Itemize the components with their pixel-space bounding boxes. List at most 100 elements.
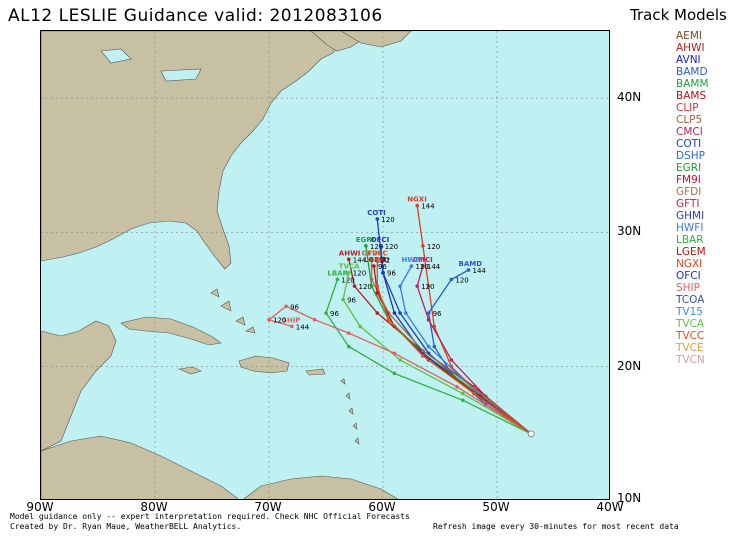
north-america xyxy=(41,31,342,270)
track-model-label: TVCA xyxy=(339,263,360,271)
track-line xyxy=(325,279,532,435)
maritime-island xyxy=(340,31,412,48)
track-hour-label: 96 xyxy=(387,270,396,278)
footer-refresh: Refresh image every 30-minutes for most … xyxy=(433,522,679,531)
track-hour-label: 120 xyxy=(341,276,354,284)
track-hour-label: 120 xyxy=(370,243,383,251)
track-point xyxy=(341,297,345,302)
track-point xyxy=(426,311,431,315)
legend-item-hwfi: HWFI xyxy=(676,222,704,234)
track-line xyxy=(267,305,532,435)
legend: AEMI AHWI AVNI BAMD BAMM BAMS CLIP CLP5 CMCI COTI… xyxy=(676,30,730,366)
track-point xyxy=(472,386,477,391)
track-model-label: CMCI xyxy=(413,256,433,264)
track-point xyxy=(347,270,351,275)
legend-item-tvca: TVCA xyxy=(676,318,705,330)
lake-huron xyxy=(100,48,132,64)
track-hour-label: 144 xyxy=(473,267,487,275)
track-point xyxy=(466,268,471,272)
track-point xyxy=(335,277,340,282)
track-point xyxy=(375,217,380,221)
track-point xyxy=(378,244,383,248)
track-line xyxy=(399,265,532,435)
lon-label: 60W xyxy=(368,500,396,514)
track-point xyxy=(421,244,425,248)
jamaica xyxy=(177,366,202,375)
track-hour-label: 120 xyxy=(385,243,398,251)
track-point xyxy=(421,354,425,358)
track-hour-label: 96 xyxy=(378,263,387,271)
track-point xyxy=(284,304,288,309)
legend-item-clip: CLIP xyxy=(676,102,699,114)
track-hour-label: 144 xyxy=(353,256,367,264)
central-america xyxy=(41,435,239,499)
legend-item-tcoa: TCOA xyxy=(676,294,705,306)
track-hour-label: 120 xyxy=(421,283,434,291)
track-point xyxy=(461,391,465,396)
track-hour-label: 120 xyxy=(353,270,366,278)
track-point xyxy=(352,284,357,288)
track-model-label: COTI xyxy=(367,209,385,217)
track-point xyxy=(426,317,431,322)
lat-label: 20N xyxy=(617,358,642,373)
track-point xyxy=(432,344,437,349)
track-point xyxy=(455,385,459,389)
track-point xyxy=(369,284,374,288)
track-point xyxy=(347,331,351,335)
track-line xyxy=(342,272,532,435)
legend-item-ahwi: AHWI xyxy=(676,42,705,54)
track-point xyxy=(426,284,431,288)
mexico xyxy=(41,320,117,452)
track-point xyxy=(409,264,414,268)
track-point xyxy=(347,344,351,349)
legend-item-ngxi: NGXI xyxy=(676,258,703,270)
track-hour-label: 96 xyxy=(347,297,356,305)
track-lines: NGXI120144BAMD96120144CMCI120144COTI120A… xyxy=(267,196,532,435)
track-point xyxy=(375,257,380,262)
track-line xyxy=(376,259,532,435)
track-point xyxy=(398,284,402,288)
legend-item-tvce: TVCE xyxy=(676,342,704,354)
legend-item-fm9i: FM9I xyxy=(676,174,701,186)
track-hour-label: 96 xyxy=(290,303,299,311)
track-point xyxy=(364,244,368,248)
track-point xyxy=(381,270,385,275)
grid xyxy=(41,31,609,499)
track-hour-label: 120 xyxy=(359,283,372,291)
track-point xyxy=(426,344,431,349)
track-point xyxy=(461,398,465,403)
track-point xyxy=(375,291,380,295)
legend-item-tvcn: TVCN xyxy=(676,354,705,366)
track-model-label: GFDI xyxy=(362,249,381,257)
track-hour-label: 120 xyxy=(427,243,440,251)
lon-label: 50W xyxy=(482,500,510,514)
legend-item-dshp: DSHP xyxy=(676,150,705,162)
track-hour-label: 120 xyxy=(416,263,429,271)
footer-line-1: Model guidance only -- expert interpreta… xyxy=(10,512,410,521)
track-ship[interactable]: SHIP 96 120 144 xyxy=(267,303,532,435)
track-point xyxy=(369,277,374,282)
map[interactable]: NGXI 120 144 BAMD 96 120 144 CMCI 120 144 COTI 120 A… xyxy=(40,30,610,500)
lat-label: 40N xyxy=(617,90,642,105)
legend-item-cmci: CMCI xyxy=(676,126,703,138)
lat-label: 30N xyxy=(617,224,642,239)
puerto-rico xyxy=(305,368,326,376)
track-model-label: TVCC xyxy=(367,249,387,257)
track-point xyxy=(290,324,294,329)
track-hour-label: 120 xyxy=(376,256,389,264)
track-model-label: BAMD xyxy=(459,260,483,268)
storm-origin-marker xyxy=(527,430,535,438)
track-model-label: EGRI xyxy=(356,236,375,244)
legend-item-gfdi: GFDI xyxy=(676,186,702,198)
track-point xyxy=(415,203,420,208)
legend-item-bams: BAMS xyxy=(676,90,707,102)
legend-item-bamm: BAMM xyxy=(676,78,709,90)
track-point xyxy=(358,324,363,329)
track-model-label: AHWI xyxy=(339,249,361,257)
track-point xyxy=(267,317,271,322)
